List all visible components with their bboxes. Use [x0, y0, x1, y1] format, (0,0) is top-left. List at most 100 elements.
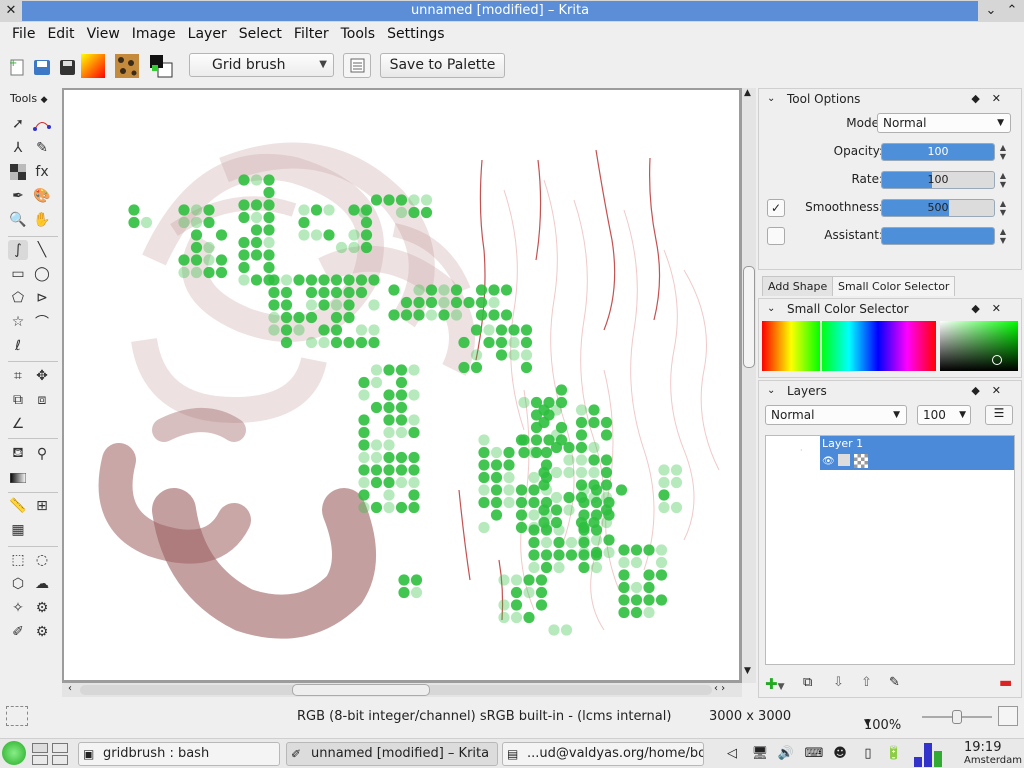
- outline-select-icon[interactable]: ☁: [35, 576, 49, 592]
- freehand-brush-icon[interactable]: ∫: [8, 240, 28, 260]
- menu-settings[interactable]: Settings: [387, 26, 445, 42]
- assistant-checkbox[interactable]: [767, 227, 785, 245]
- hue-strip[interactable]: [762, 321, 936, 371]
- system-monitor-icon[interactable]: [912, 741, 956, 767]
- calligraphy-icon[interactable]: ✎: [36, 140, 48, 156]
- open-document-icon[interactable]: [31, 56, 53, 78]
- drawing-canvas[interactable]: [64, 90, 739, 680]
- polygon-select-icon[interactable]: ⬡: [11, 576, 25, 592]
- layer-properties-icon[interactable]: ✎: [889, 675, 900, 690]
- select-shapes-icon[interactable]: ➚: [12, 116, 24, 132]
- polyline-icon[interactable]: ⊳: [36, 290, 48, 306]
- alpha-lock-icon[interactable]: [854, 454, 868, 468]
- fill-bucket-icon[interactable]: ⛾: [12, 445, 24, 461]
- scroll-up-icon[interactable]: ▲: [744, 88, 751, 98]
- close-window-icon[interactable]: ✕: [5, 3, 17, 18]
- task-file-manager[interactable]: ▤ ...ud@valdyas.org/home/bo: [502, 742, 704, 766]
- add-layer-icon[interactable]: ✚▼: [765, 675, 785, 693]
- gradient-editing-icon[interactable]: ✒: [12, 188, 24, 204]
- zoom-slider[interactable]: [922, 710, 992, 724]
- save-icon[interactable]: [56, 56, 78, 78]
- polygon-icon[interactable]: ⬠: [11, 290, 25, 306]
- brush-preset-select[interactable]: Grid brush ▼: [189, 53, 334, 77]
- ellipse-select-icon[interactable]: ◌: [35, 552, 49, 568]
- new-document-icon[interactable]: +: [6, 56, 28, 78]
- duplicate-layer-icon[interactable]: ⧉: [803, 675, 813, 690]
- pager-icon[interactable]: [32, 743, 72, 765]
- battery-icon[interactable]: 🔋: [885, 746, 903, 761]
- perspective-grid-icon[interactable]: ⧈: [37, 392, 47, 408]
- line-icon[interactable]: ╲: [37, 242, 47, 258]
- vertical-scroll-handle[interactable]: [743, 266, 755, 368]
- path-select-icon[interactable]: ✐: [12, 624, 24, 640]
- updater-icon[interactable]: ☻: [833, 746, 847, 761]
- magnetic-select-icon[interactable]: ⚙: [35, 624, 49, 640]
- assistant-slider[interactable]: [881, 227, 995, 245]
- menu-select[interactable]: Select: [238, 26, 282, 42]
- menu-tools[interactable]: Tools: [340, 26, 376, 42]
- lock-icon[interactable]: [838, 454, 850, 466]
- menu-image[interactable]: Image: [131, 26, 176, 42]
- opacity-slider[interactable]: 100: [881, 143, 995, 161]
- tab-small-color-selector[interactable]: Small Color Selector: [832, 276, 956, 296]
- measure-icon[interactable]: ∠: [11, 416, 25, 432]
- clock-time[interactable]: 19:19: [964, 740, 1002, 755]
- pattern-editing-icon[interactable]: 🎨: [33, 188, 51, 204]
- brush-editor-icon[interactable]: [343, 53, 371, 78]
- selection-display-icon[interactable]: [6, 706, 28, 726]
- fullscreen-icon[interactable]: [998, 706, 1018, 726]
- menu-file[interactable]: File: [12, 26, 36, 42]
- delete-layer-icon[interactable]: ▬: [999, 675, 1013, 691]
- volume-icon[interactable]: 🔊: [777, 746, 795, 761]
- menu-layer[interactable]: Layer: [187, 26, 227, 42]
- ruler-assistant-icon[interactable]: 📏: [9, 498, 27, 514]
- star-icon[interactable]: ☆: [11, 314, 25, 330]
- maximize-icon[interactable]: ⌃: [1006, 3, 1018, 18]
- docker-float-close-icons[interactable]: ◆✕: [971, 384, 1013, 397]
- smoothness-checkbox[interactable]: ✓: [767, 199, 785, 217]
- menu-filter[interactable]: Filter: [293, 26, 329, 42]
- zoom-icon[interactable]: 🔍: [9, 212, 27, 228]
- layer-opacity-select[interactable]: 100 ▼: [917, 405, 971, 425]
- crop-icon[interactable]: ⌗: [14, 368, 22, 384]
- layer-row[interactable]: Layer 1 👁: [820, 436, 1014, 470]
- rectangle-icon[interactable]: ▭: [11, 266, 25, 282]
- horizontal-scroll-handle[interactable]: [292, 684, 430, 696]
- docker-float-close-icons[interactable]: ◆✕: [971, 92, 1013, 105]
- collapse-icon[interactable]: ⌄: [767, 303, 776, 314]
- visibility-eye-icon[interactable]: 👁: [822, 456, 835, 467]
- tray-collapse-icon[interactable]: ◁: [727, 746, 737, 761]
- perspective-assistant-icon[interactable]: ⊞: [36, 498, 48, 514]
- foreground-background-color-icon[interactable]: [148, 53, 174, 79]
- artistic-text-icon[interactable]: ⅄: [13, 140, 23, 156]
- similar-select-icon[interactable]: ⚙: [35, 600, 49, 616]
- horizontal-scrollbar[interactable]: ‹ ‹ ›: [62, 683, 742, 697]
- vertical-scrollbar[interactable]: ▲ ▼: [742, 88, 756, 683]
- rate-spinner-icon[interactable]: ▲ ▼: [999, 171, 1007, 189]
- move-layer-down-icon[interactable]: ⇩: [833, 675, 844, 690]
- blend-mode-select[interactable]: Normal ▼: [765, 405, 907, 425]
- smoothness-spinner-icon[interactable]: ▲ ▼: [999, 199, 1007, 217]
- pan-icon[interactable]: ✋: [33, 212, 51, 228]
- collapse-icon[interactable]: ⌄: [767, 385, 776, 396]
- scroll-down-icon[interactable]: ▼: [744, 666, 751, 676]
- contiguous-select-icon[interactable]: ✧: [12, 600, 24, 616]
- filter-effects-icon[interactable]: fx: [35, 164, 49, 180]
- bezier-icon[interactable]: ⌒: [35, 315, 49, 331]
- device-icon[interactable]: ▯: [864, 746, 872, 761]
- collapse-icon[interactable]: ⌄: [767, 93, 776, 104]
- menu-edit[interactable]: Edit: [47, 26, 75, 42]
- app-launcher-icon[interactable]: [2, 741, 26, 765]
- edit-path-icon[interactable]: [32, 114, 52, 134]
- display-icon[interactable]: 🖥: [751, 746, 769, 761]
- rect-select-icon[interactable]: ⬚: [11, 552, 25, 568]
- pattern-fill-icon[interactable]: [8, 162, 28, 182]
- docker-float-close-icons[interactable]: ◆✕: [971, 302, 1013, 315]
- keyboard-icon[interactable]: ⌨: [804, 746, 824, 761]
- scroll-right-icon[interactable]: ‹ ›: [714, 683, 726, 694]
- move-icon[interactable]: ✥: [36, 368, 48, 384]
- mode-select[interactable]: Normal ▼: [877, 113, 1011, 133]
- rate-slider[interactable]: 100: [881, 171, 995, 189]
- freehand-path-icon[interactable]: ℓ: [15, 338, 21, 354]
- gradient-swatch[interactable]: [81, 54, 105, 78]
